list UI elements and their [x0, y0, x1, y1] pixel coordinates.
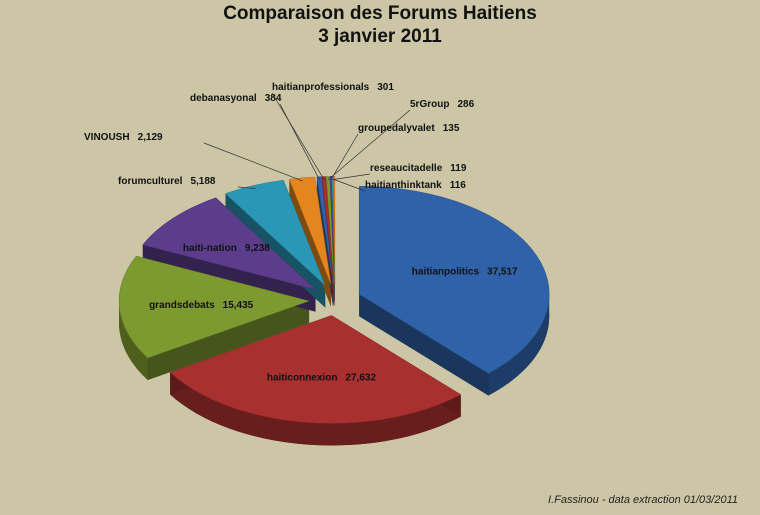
value-label: 119	[450, 163, 467, 174]
labels: haitianpolitics 37,517 haiticonnexion 27,63…	[84, 82, 518, 384]
category-label: 5rGroup	[410, 99, 449, 110]
category-label: haitianthinktank	[365, 180, 442, 191]
slice	[316, 176, 334, 285]
value-label: 27,632	[345, 372, 376, 383]
category-label: haitianprofessionals	[272, 82, 370, 93]
leader-line	[203, 142, 303, 182]
value-label: 2,129	[138, 132, 163, 143]
data-label: haiti-nation 9,238	[183, 243, 270, 254]
value-label: 5,188	[190, 176, 215, 187]
slice	[358, 186, 550, 374]
footnote: I.Fassinou - data extraction 01/03/2011	[548, 494, 738, 506]
slice	[142, 197, 316, 290]
data-label: forumculturel 5,188	[118, 176, 216, 187]
value-label: 116	[450, 180, 467, 191]
category-label: reseaucitadelle	[370, 163, 443, 174]
category-label: VINOUSH	[84, 132, 130, 143]
value-label: 9,238	[245, 243, 270, 254]
value-label: 286	[457, 99, 474, 110]
data-label: haiticonnexion 27,632	[267, 372, 377, 383]
value-label: 384	[265, 93, 282, 104]
slice	[325, 176, 335, 285]
chart-subtitle: 3 janvier 2011	[318, 26, 442, 47]
slice-rim	[170, 372, 461, 446]
leader-line	[237, 186, 256, 189]
slice-tops	[118, 176, 550, 424]
value-label: 135	[443, 123, 460, 134]
category-label: haiti-nation	[183, 243, 237, 254]
category-label: debanasyonal	[190, 93, 257, 104]
slice	[333, 176, 336, 285]
data-label: haitianpolitics 37,517	[412, 266, 518, 277]
data-label: debanasyonal 384	[190, 93, 282, 104]
slice-rim	[488, 294, 550, 396]
slice	[118, 255, 310, 359]
data-label: grandsdebats 15,435	[149, 300, 254, 311]
leader-line	[327, 109, 411, 180]
value-label: 37,517	[487, 266, 518, 277]
data-label: haitianthinktank 116	[365, 180, 466, 191]
slice	[288, 176, 332, 285]
category-label: haitianpolitics	[412, 266, 480, 277]
data-label: haitianprofessionals 301	[272, 82, 394, 93]
slice-wall	[359, 294, 489, 396]
category-label: grandsdebats	[149, 300, 215, 311]
data-label: 5rGroup 286	[410, 99, 475, 110]
category-label: groupedalyvalet	[358, 123, 435, 134]
slice	[169, 315, 462, 424]
data-label: reseaucitadelle 119	[370, 163, 467, 174]
leader-line	[334, 179, 366, 192]
category-label: forumculturel	[118, 176, 183, 187]
leader-line	[332, 173, 371, 180]
chart-title: Comparaison des Forums Haitiens	[223, 3, 537, 24]
leader-line	[271, 92, 325, 180]
slice-rim	[119, 300, 148, 380]
leader-line	[330, 133, 359, 180]
leader-line	[279, 103, 320, 181]
data-label: groupedalyvalet 135	[358, 123, 460, 134]
slice-wall	[147, 300, 310, 380]
slice	[225, 179, 326, 286]
value-label: 15,435	[223, 300, 254, 311]
value-label: 301	[377, 82, 394, 93]
data-label: VINOUSH 2,129	[84, 132, 163, 143]
category-label: haiticonnexion	[267, 372, 338, 383]
